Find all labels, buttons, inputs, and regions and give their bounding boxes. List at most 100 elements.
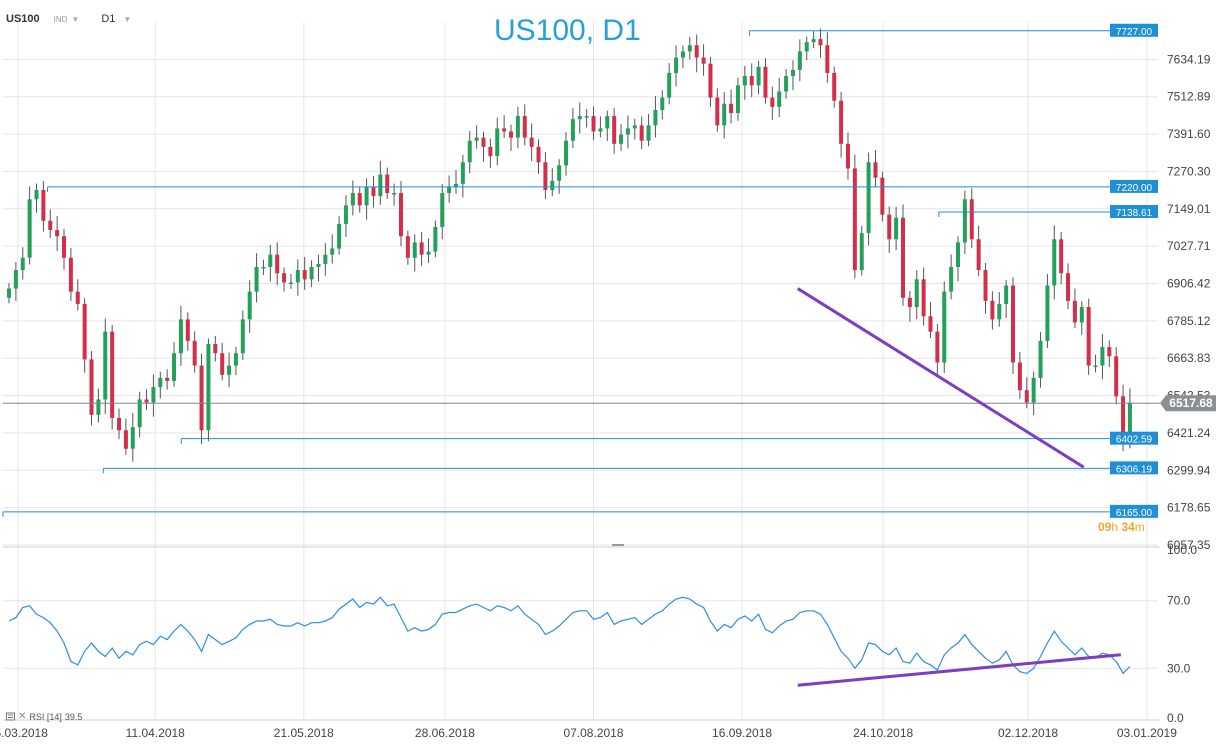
candle-body bbox=[1038, 340, 1043, 378]
candles bbox=[7, 28, 1132, 462]
candle-body bbox=[268, 254, 273, 267]
candle-body bbox=[481, 137, 486, 147]
candle-body bbox=[130, 427, 135, 449]
candle-body bbox=[447, 186, 452, 194]
rsi-y-tick-label: 0.0 bbox=[1167, 711, 1184, 725]
candle-body bbox=[330, 248, 335, 255]
candle-body bbox=[89, 359, 94, 415]
candle-body bbox=[357, 193, 362, 206]
symbol-label[interactable]: US100 bbox=[6, 13, 40, 25]
candle-body bbox=[68, 257, 73, 292]
y-tick-label: 6178.65 bbox=[1167, 501, 1211, 515]
candle-body bbox=[178, 319, 183, 354]
candle-body bbox=[770, 97, 775, 107]
candle-body bbox=[990, 300, 995, 320]
candle-body bbox=[660, 97, 665, 110]
candle-body bbox=[1127, 402, 1132, 437]
candle-body bbox=[144, 399, 149, 403]
candle-body bbox=[797, 51, 802, 70]
candle-body bbox=[495, 128, 500, 157]
candle-body bbox=[653, 109, 658, 126]
candle-body bbox=[701, 57, 706, 64]
candle-body bbox=[295, 270, 300, 283]
candle-body bbox=[632, 125, 637, 129]
candle-body bbox=[1004, 285, 1009, 304]
candle-countdown: 09h 34m bbox=[1098, 520, 1145, 534]
candle-body bbox=[275, 254, 280, 274]
candle-body bbox=[777, 91, 782, 107]
candle-body bbox=[1045, 285, 1050, 341]
y-tick-label: 6663.83 bbox=[1167, 351, 1211, 365]
y-tick-label: 6057.35 bbox=[1167, 538, 1211, 552]
chart-toolbar: US100 IND ▼ D1 ▼ bbox=[6, 10, 153, 28]
candle-body bbox=[82, 303, 87, 360]
candle-body bbox=[405, 236, 410, 258]
chevron-down-icon[interactable]: ▼ bbox=[71, 14, 80, 24]
candle-body bbox=[1031, 377, 1036, 403]
candle-body bbox=[564, 140, 569, 166]
x-tick-label: 11.04.2018 bbox=[126, 726, 185, 740]
candle-body bbox=[34, 190, 39, 200]
candle-body bbox=[997, 303, 1002, 320]
candle-body bbox=[1100, 347, 1105, 366]
candle-body bbox=[96, 399, 101, 415]
x-tick-label: 16.09.2018 bbox=[712, 726, 772, 740]
candle-body bbox=[708, 63, 713, 98]
interval-selector[interactable]: D1 bbox=[101, 13, 116, 25]
candle-body bbox=[1066, 273, 1071, 301]
candle-body bbox=[460, 162, 465, 184]
candle-body bbox=[1086, 307, 1091, 366]
candle-body bbox=[151, 387, 156, 403]
candle-body bbox=[735, 85, 740, 114]
countdown-hours-unit: h bbox=[1111, 520, 1119, 534]
candle-body bbox=[605, 116, 610, 129]
indicator-icon[interactable] bbox=[6, 712, 15, 721]
candle-body bbox=[969, 199, 974, 240]
panel-frame bbox=[3, 544, 1160, 721]
rsi-line bbox=[8, 596, 1131, 675]
candle-body bbox=[433, 226, 438, 252]
candle-body bbox=[509, 131, 514, 138]
x-tick-label: 07.08.2018 bbox=[563, 726, 623, 740]
x-tick-label: 02.12.2018 bbox=[998, 726, 1058, 740]
rsi-y-tick-label: 70.0 bbox=[1167, 594, 1191, 608]
candle-body bbox=[646, 125, 651, 141]
countdown-hours: 09 bbox=[1098, 520, 1112, 534]
candle-body bbox=[570, 119, 575, 141]
candle-body bbox=[921, 279, 926, 317]
candle-body bbox=[742, 76, 747, 86]
candle-body bbox=[240, 319, 245, 354]
candle-body bbox=[811, 39, 816, 43]
candle-body bbox=[956, 242, 961, 267]
candle-body bbox=[392, 193, 397, 195]
candle-body bbox=[419, 242, 424, 255]
candle-body bbox=[453, 183, 458, 187]
candle-body bbox=[818, 39, 823, 46]
candle-body bbox=[722, 103, 727, 126]
candle-body bbox=[227, 365, 232, 375]
y-tick-label: 6421.24 bbox=[1167, 426, 1211, 440]
candle-body bbox=[282, 273, 287, 283]
candle-body bbox=[261, 266, 266, 269]
candle-body bbox=[1017, 362, 1022, 391]
chevron-down-icon[interactable]: ▼ bbox=[123, 14, 132, 24]
candle-body bbox=[192, 340, 197, 366]
candle-body bbox=[935, 331, 940, 363]
x-tick-label: 21.05.2018 bbox=[274, 726, 334, 740]
candle-body bbox=[584, 116, 589, 118]
candle-body bbox=[1093, 365, 1098, 368]
candle-body bbox=[323, 254, 328, 264]
candle-body bbox=[75, 291, 80, 304]
candle-body bbox=[103, 331, 108, 400]
level-tag-label: 6306.19 bbox=[1116, 464, 1153, 475]
level-tag-bg bbox=[1110, 204, 1158, 218]
candle-body bbox=[1024, 390, 1029, 403]
candle-body bbox=[674, 57, 679, 73]
candle-body bbox=[949, 266, 954, 292]
level-tag-bg bbox=[1110, 461, 1158, 475]
close-icon[interactable]: ✕ bbox=[18, 711, 27, 722]
candle-body bbox=[598, 128, 603, 132]
y-tick-label: 6785.12 bbox=[1167, 314, 1211, 328]
candle-body bbox=[426, 251, 431, 255]
candle-body bbox=[687, 45, 692, 52]
